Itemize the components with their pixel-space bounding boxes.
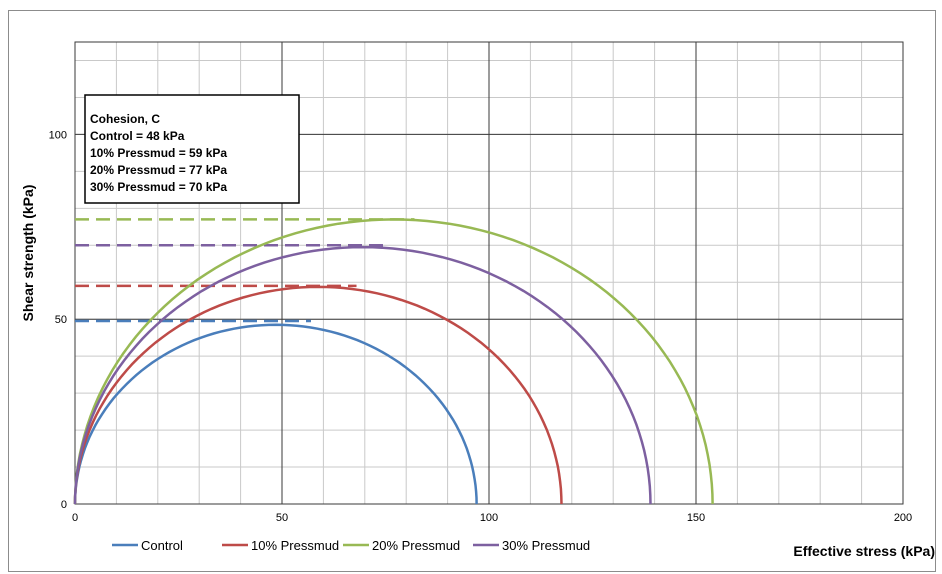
legend-label: Control	[141, 538, 183, 553]
cohesion-annotation-box	[84, 94, 300, 204]
annotation-line: Control = 48 kPa	[90, 129, 185, 143]
y-tick-label: 50	[55, 314, 67, 326]
series-curve-2	[73, 218, 714, 505]
series-curve-1	[73, 285, 563, 505]
legend-label: 20% Pressmud	[372, 538, 460, 553]
y-tick-label: 0	[61, 499, 67, 511]
plot-area-border	[74, 41, 904, 505]
x-tick-label: 100	[480, 512, 498, 524]
series-curve-0	[73, 323, 478, 505]
series-curve-3	[73, 245, 652, 505]
y-tick-label: 100	[49, 129, 67, 141]
x-tick-label: 50	[276, 512, 288, 524]
legend-label: 30% Pressmud	[502, 538, 590, 553]
chart-frame	[8, 10, 936, 572]
x-tick-label: 150	[687, 512, 705, 524]
annotation-line: 30% Pressmud = 70 kPa	[90, 180, 227, 194]
annotation-line: 20% Pressmud = 77 kPa	[90, 163, 227, 177]
x-axis-title: Effective stress (kPa)	[793, 543, 935, 559]
y-axis-title: Shear strength (kPa)	[20, 185, 36, 322]
x-tick-label: 200	[894, 512, 912, 524]
x-tick-label: 0	[72, 512, 78, 524]
legend-label: 10% Pressmud	[251, 538, 339, 553]
annotation-line: Cohesion, C	[90, 112, 160, 126]
annotation-line: 10% Pressmud = 59 kPa	[90, 146, 227, 160]
